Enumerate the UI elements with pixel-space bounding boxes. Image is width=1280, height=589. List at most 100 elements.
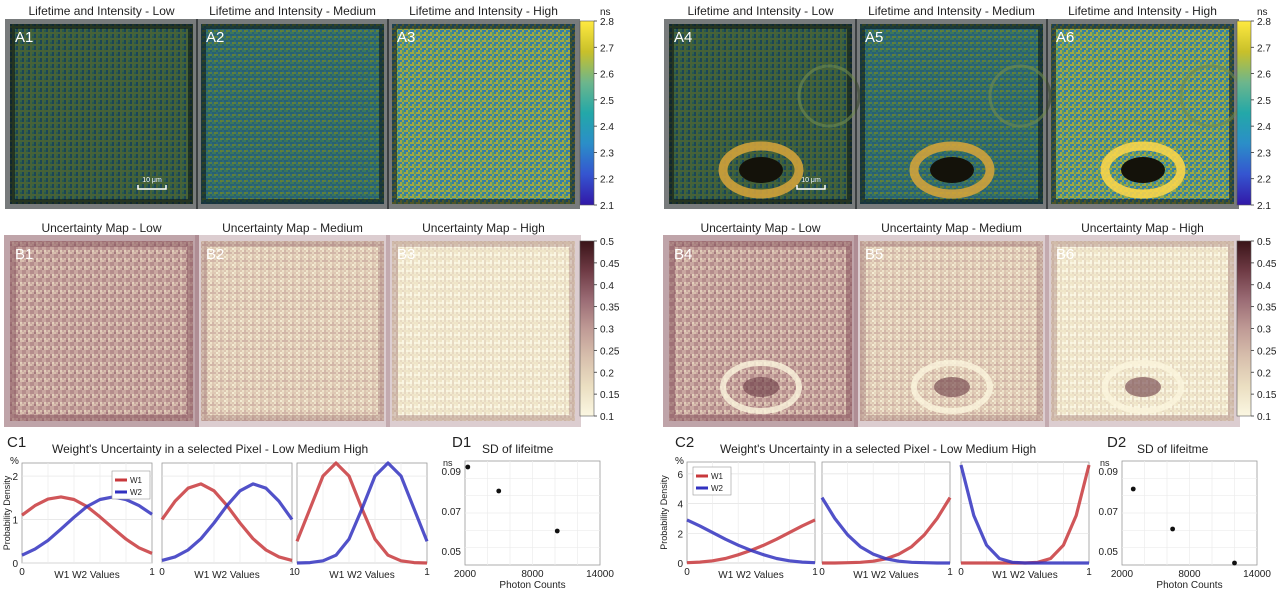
panel-title: Uncertainty Map - High <box>422 221 545 235</box>
colorbar-tick-label: 0.35 <box>1257 303 1277 314</box>
chart-c2: C2 Weight's Uncertainty in a selected Pix… <box>659 434 1092 581</box>
uncertainty-panel-b5: Uncertainty Map - Medium B5 <box>854 221 1049 427</box>
panel-label: A6 <box>1056 29 1074 46</box>
subplot-medium: 0 1 W1 W2 Values <box>159 462 295 581</box>
colorbar-uncertainty-left: 0.5 0.45 0.4 0.35 0.3 0.25 0.2 0.15 0.1 <box>579 237 620 423</box>
y-tick-label: 0.05 <box>442 547 462 558</box>
y-unit: ns <box>443 458 453 468</box>
colorbar-unit: ns <box>1257 7 1268 18</box>
y-tick-label: 2 <box>677 529 683 540</box>
panel-title: Uncertainty Map - High <box>1081 221 1204 235</box>
cell-core <box>743 377 779 397</box>
y-tick-label: 0 <box>677 559 683 570</box>
lifetime-panel-a4: Lifetime and Intensity - Low A4 10 μm <box>664 4 861 209</box>
x-tick-label: 1 <box>1086 567 1092 578</box>
colorbar-tick-label: 2.3 <box>600 148 614 159</box>
lifetime-panel-a3: Lifetime and Intensity - High A3 <box>387 4 580 209</box>
x-axis-label: Photon Counts <box>499 580 565 589</box>
uncertainty-panel-b3: Uncertainty Map - High B3 <box>386 221 581 427</box>
colorbar-gradient <box>1236 20 1252 206</box>
lifetime-image <box>10 24 193 204</box>
chart-title: Weight's Uncertainty in a selected Pixel… <box>720 442 1036 456</box>
cell-ring <box>720 360 802 414</box>
colorbar-tick-label: 0.15 <box>1257 390 1277 401</box>
colorbar-tick-label: 2.4 <box>1257 122 1271 133</box>
plot-frame <box>296 462 428 564</box>
y-tick-label: 0.07 <box>1099 507 1119 518</box>
panel-label: A1 <box>15 29 33 46</box>
colorbar-tick-label: 0.15 <box>600 390 620 401</box>
plot-frame <box>821 461 951 564</box>
lifetime-panel-a1: Lifetime and Intensity - Low A1 10 μm <box>5 4 198 209</box>
panel-title: Lifetime and Intensity - Medium <box>868 4 1035 18</box>
y-unit: % <box>10 456 19 467</box>
chart-title: SD of lifeitme <box>482 442 554 456</box>
colorbar-tick-label: 0.45 <box>600 259 620 270</box>
chart-title: SD of lifeitme <box>1137 442 1209 456</box>
plot-frame <box>960 461 1090 564</box>
x-tick-label: 8000 <box>1178 569 1201 580</box>
data-point <box>496 488 502 494</box>
colorbar-tick-label: 0.2 <box>600 368 614 379</box>
cell-core <box>934 377 970 397</box>
chart-title: Weight's Uncertainty in a selected Pixel… <box>52 442 368 456</box>
x-tick-label: 2000 <box>1111 569 1134 580</box>
lifetime-image <box>392 24 575 204</box>
panel-title: Lifetime and Intensity - Medium <box>209 4 376 18</box>
cell-core <box>1121 157 1165 183</box>
y-unit: ns <box>1100 458 1110 468</box>
x-axis-label: W1 W2 Values <box>718 570 783 581</box>
image-edge <box>386 235 581 427</box>
panel-label: A3 <box>397 29 415 46</box>
x-tick-label: 0 <box>958 567 964 578</box>
colorbar-tick-label: 0.1 <box>600 412 614 423</box>
uncertainty-panel-b2: Uncertainty Map - Medium B2 <box>195 221 390 427</box>
colorbar-tick-label: 2.6 <box>600 70 614 81</box>
cell-core <box>1125 377 1161 397</box>
image-edge <box>4 235 199 427</box>
chart-panel-label: C1 <box>7 434 26 451</box>
cell-core <box>930 157 974 183</box>
y-unit: % <box>675 456 684 467</box>
colorbar-tick-label: 0.35 <box>600 303 620 314</box>
colorbar-gradient <box>1236 240 1252 417</box>
panel-label: B4 <box>674 246 692 263</box>
x-tick-label: 1 <box>947 567 953 578</box>
cell-ring <box>909 141 995 199</box>
cell-ring <box>1102 360 1184 414</box>
panel-label: A2 <box>206 29 224 46</box>
y-tick-label: 0.05 <box>1099 547 1119 558</box>
colorbar-tick-label: 0.3 <box>1257 325 1271 336</box>
colorbar-tick-label: 2.5 <box>1257 96 1271 107</box>
image-edge <box>854 235 1049 427</box>
y-tick-label: 0 <box>12 559 18 570</box>
colorbar-tick-label: 2.7 <box>600 43 614 54</box>
x-tick-label: 1 <box>149 567 155 578</box>
cell-ring <box>718 141 804 199</box>
x-axis-label: W1 W2 Values <box>992 570 1057 581</box>
chart-d1: D1 SD of lifeitme ns0.09 0.07 0.05 2000 8000 14… <box>442 434 615 589</box>
image-vignette <box>5 19 198 209</box>
legend-box <box>111 470 151 500</box>
x-tick-label: 8000 <box>521 569 544 580</box>
colorbar-tick-label: 2.1 <box>1257 201 1271 212</box>
colorbar-tick-label: 0.25 <box>1257 346 1277 357</box>
series-line-w2 <box>820 496 950 565</box>
data-point <box>554 528 560 534</box>
lifetime-panel-a2: Lifetime and Intensity - Medium A2 <box>196 4 389 209</box>
colorbar-tick-label: 2.8 <box>600 17 614 28</box>
chart-c1: C1 Weight's Uncertainty in a selected Pix… <box>2 434 430 581</box>
uncertainty-panel-b1: Uncertainty Map - Low B1 <box>4 221 199 427</box>
panel-label: B1 <box>15 246 33 263</box>
uncertainty-panel-b6: Uncertainty Map - High B6 <box>1045 221 1240 427</box>
data-point <box>1232 560 1237 566</box>
chart-panel-label: D1 <box>452 434 471 451</box>
x-axis-label: W1 W2 Values <box>853 570 918 581</box>
colorbar-tick-label: 2.1 <box>600 201 614 212</box>
colorbar-gradient <box>579 20 595 206</box>
y-axis-label: Probability Density <box>659 475 669 550</box>
series-line-w2 <box>959 464 1089 565</box>
subplot-high: 0 1 W1 W2 Values <box>958 461 1092 581</box>
x-axis-label: W1 W2 Values <box>329 570 394 581</box>
